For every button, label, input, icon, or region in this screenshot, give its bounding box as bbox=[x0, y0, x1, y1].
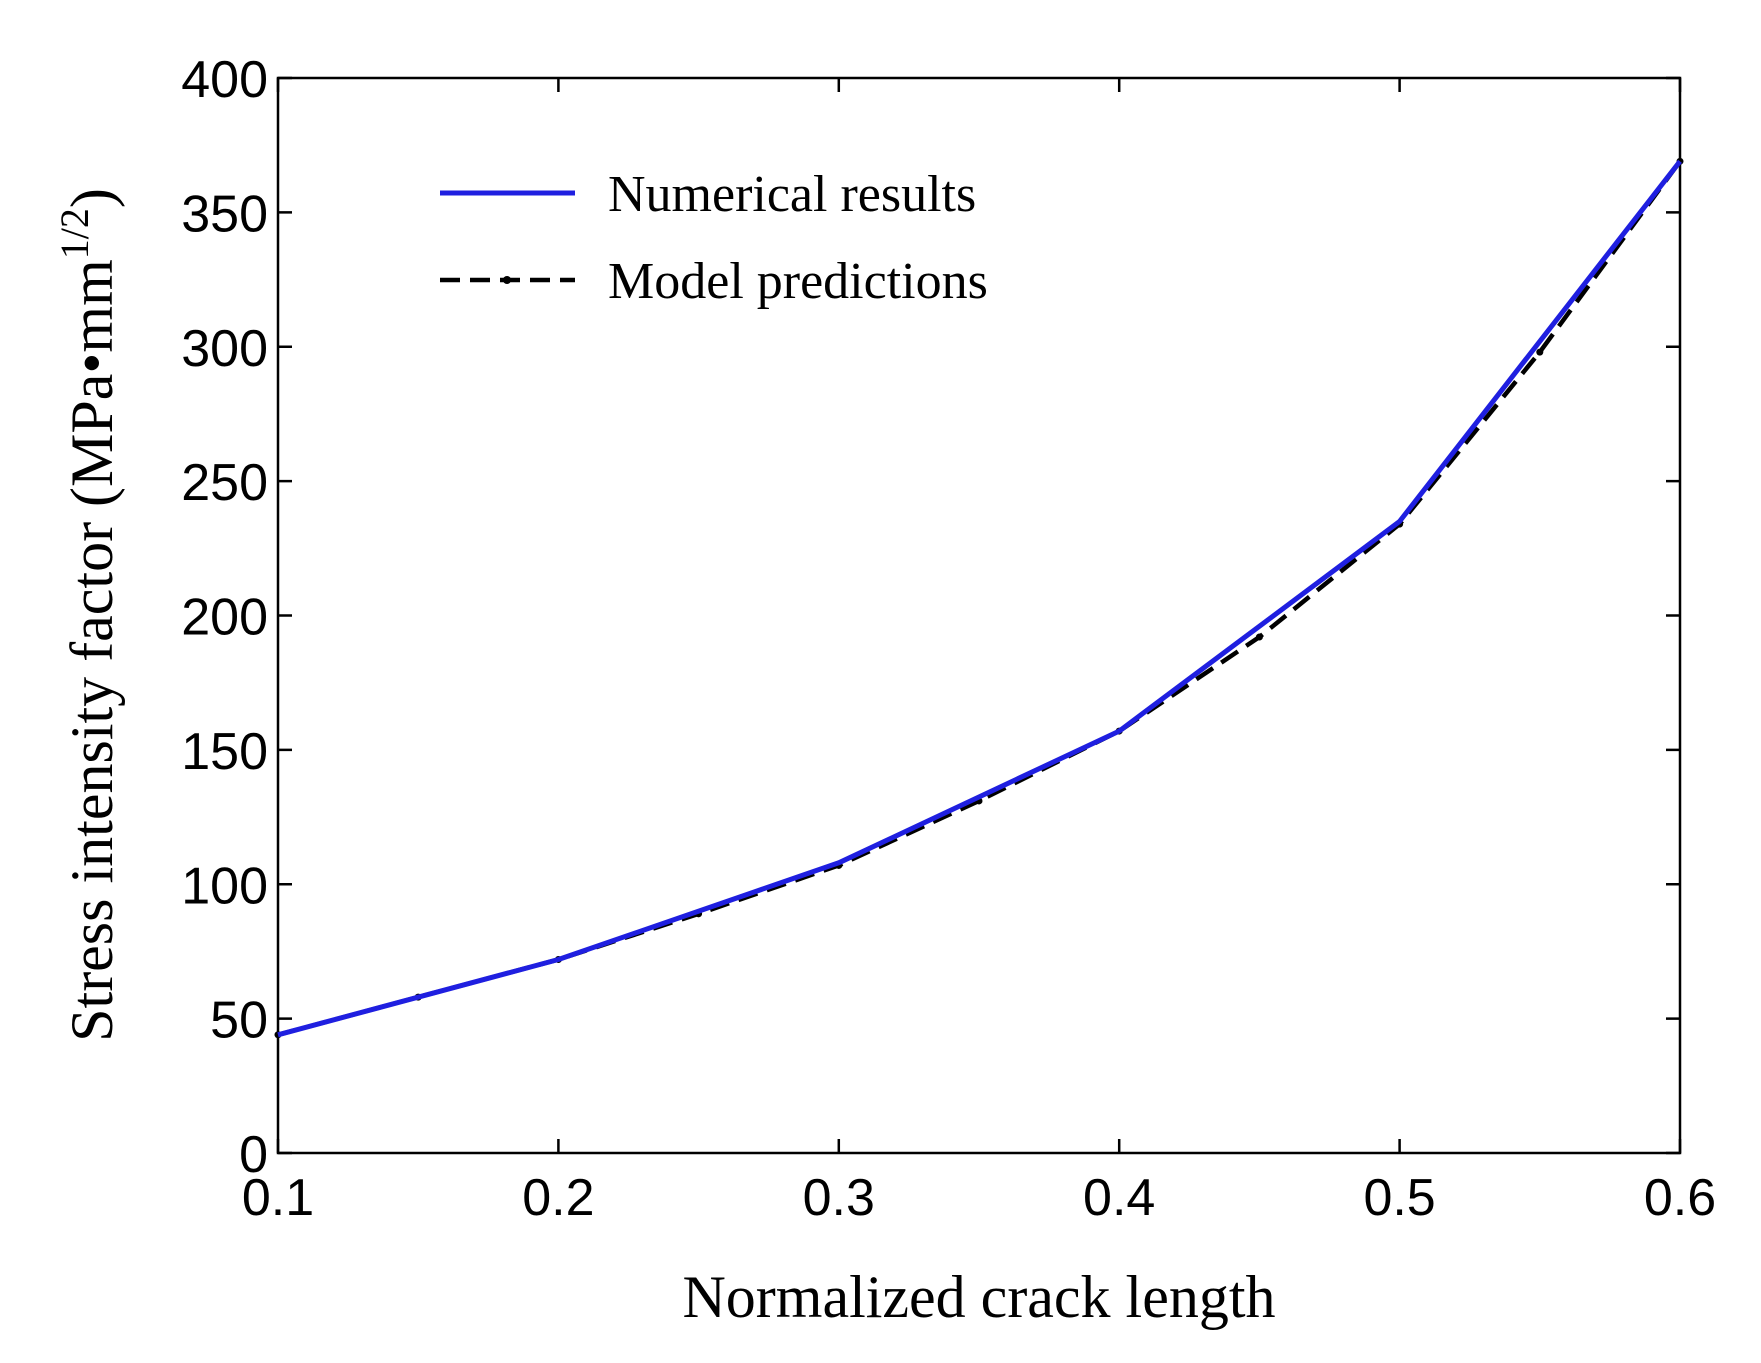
y-tick-label: 200 bbox=[181, 589, 268, 647]
x-tick-label: 0.6 bbox=[1644, 1169, 1716, 1227]
x-tick-label: 0.1 bbox=[242, 1169, 314, 1227]
axis-ticks bbox=[276, 76, 1682, 1155]
y-axis-title-close: ) bbox=[59, 188, 125, 208]
plot-frame bbox=[276, 76, 1682, 1155]
y-axis-title: Stress intensity factor (MPa•mm1/2) bbox=[52, 188, 125, 1042]
y-tick-label: 350 bbox=[181, 185, 268, 243]
y-axis-title-superscript: 1/2 bbox=[52, 208, 97, 259]
series-line-numerical-results bbox=[277, 159, 1682, 1038]
x-tick-label: 0.5 bbox=[1363, 1169, 1435, 1227]
y-tick-label: 250 bbox=[181, 454, 268, 512]
x-axis-title: Normalized crack length bbox=[682, 1264, 1275, 1330]
y-tick-label: 50 bbox=[210, 992, 268, 1050]
y-tick-label: 400 bbox=[181, 51, 268, 109]
x-tick-labels: 0.1 0.2 0.3 0.4 0.5 0.6 bbox=[242, 1169, 1716, 1227]
y-axis-title-main: Stress intensity factor (MPa•mm bbox=[59, 259, 125, 1042]
y-tick-label: 300 bbox=[181, 320, 268, 378]
x-tick-label: 0.4 bbox=[1083, 1169, 1155, 1227]
y-tick-label: 100 bbox=[181, 857, 268, 915]
model-prediction-point bbox=[1536, 348, 1544, 356]
x-tick-label: 0.2 bbox=[522, 1169, 594, 1227]
y-tick-label: 150 bbox=[181, 723, 268, 781]
model-prediction-point bbox=[1255, 633, 1263, 641]
legend-label-model: Model predictions bbox=[608, 253, 988, 310]
legend-label-numerical: Numerical results bbox=[608, 166, 976, 223]
y-tick-label: 0 bbox=[239, 1126, 268, 1184]
series-layer bbox=[274, 157, 1684, 1039]
legend-marker-model bbox=[503, 276, 511, 284]
legend: Numerical results Model predictions bbox=[440, 166, 988, 310]
y-tick-labels: 0 50 100 150 200 250 300 350 400 bbox=[181, 51, 268, 1184]
x-tick-label: 0.3 bbox=[803, 1169, 875, 1227]
